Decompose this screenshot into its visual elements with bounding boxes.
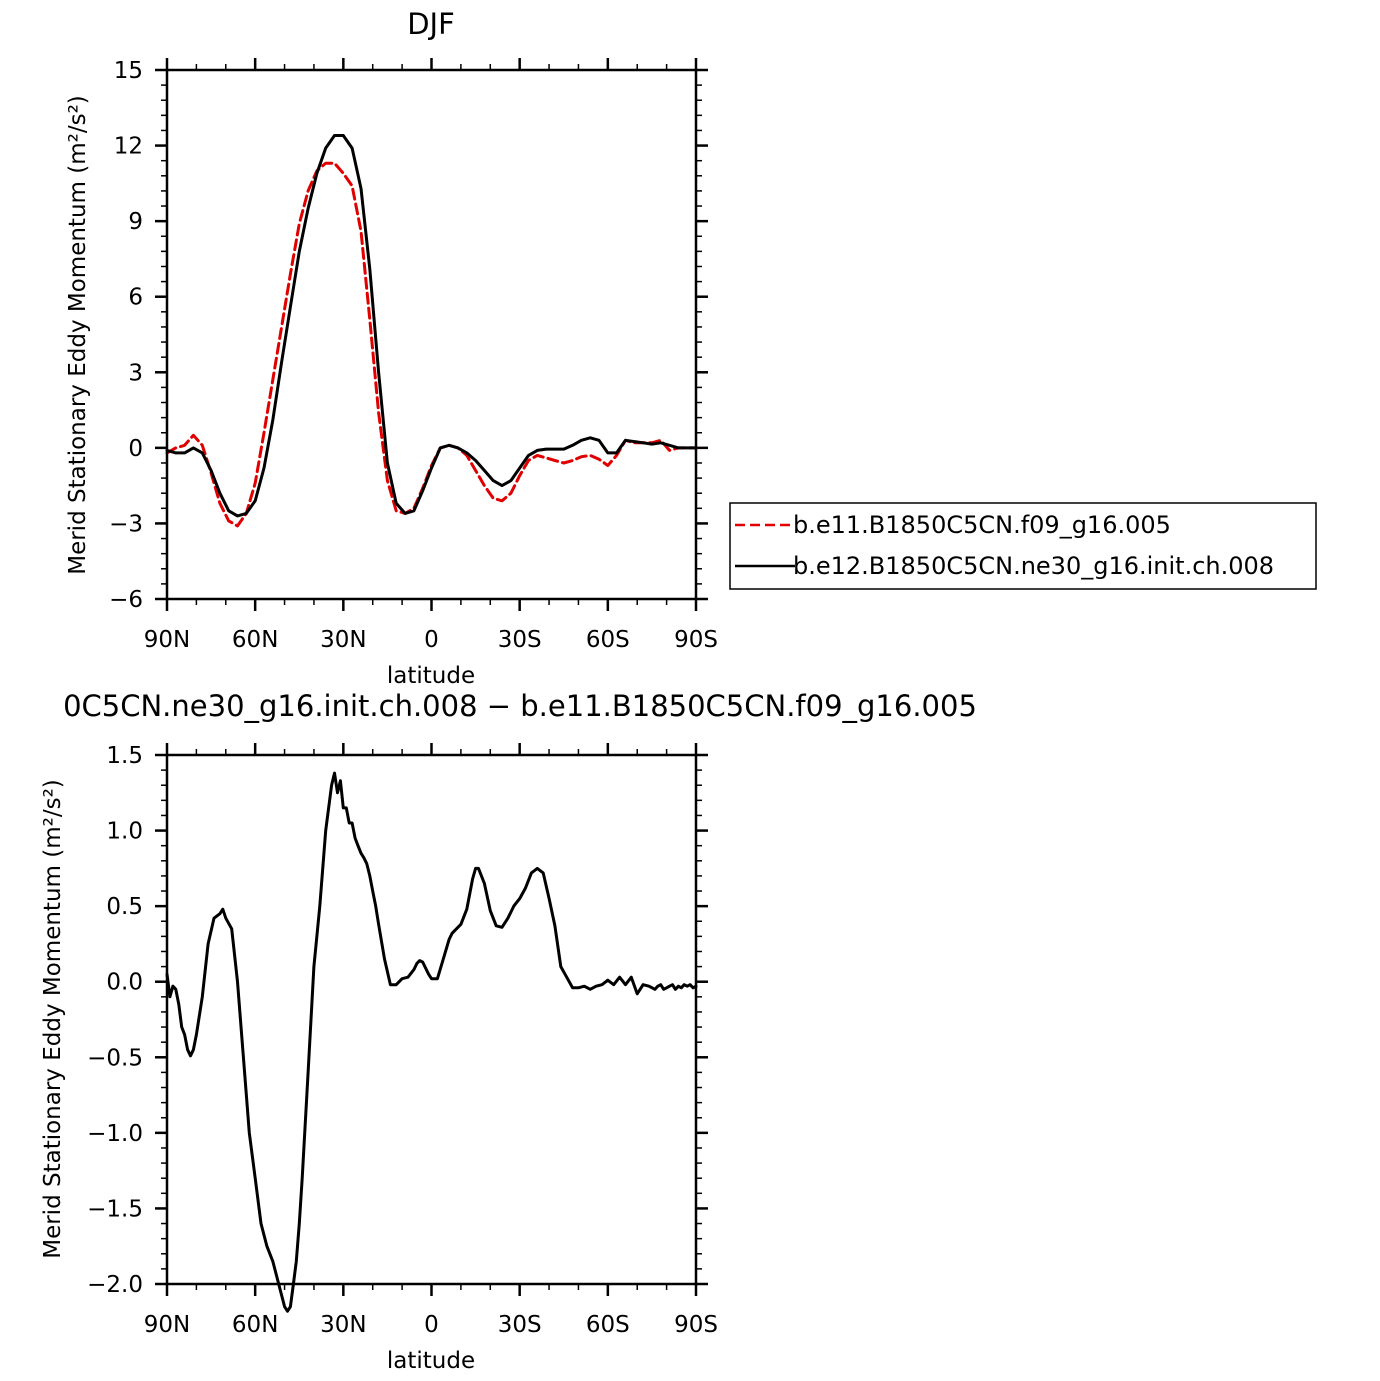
chart-title: DJF xyxy=(407,7,455,41)
x-tick-label: 60N xyxy=(232,627,278,653)
legend-label: b.e11.B1850C5CN.f09_g16.005 xyxy=(793,511,1171,539)
x-tick-label: 60N xyxy=(232,1312,278,1338)
x-tick-label: 60S xyxy=(586,1312,630,1338)
x-tick-label: 90S xyxy=(674,627,718,653)
x-tick-labels: 90N 60N 30N 0 30S 60S 90S xyxy=(144,1312,718,1338)
y-tick-label: −1.5 xyxy=(87,1196,143,1222)
tick-marks xyxy=(155,58,708,611)
y-tick-label: 1.5 xyxy=(106,743,143,769)
x-tick-label: 90N xyxy=(144,627,190,653)
series-line xyxy=(165,771,698,1313)
series-group xyxy=(165,771,698,1313)
y-tick-label: −0.5 xyxy=(87,1045,143,1071)
x-tick-label: 60S xyxy=(586,627,630,653)
x-tick-label: 30N xyxy=(320,627,366,653)
y-axis-title: Merid Stationary Eddy Momentum (m²/s²) xyxy=(40,779,66,1259)
y-tick-label: −3 xyxy=(109,511,143,537)
series-group xyxy=(165,134,698,528)
series-line xyxy=(165,134,698,518)
x-tick-label: 0 xyxy=(424,1312,439,1338)
x-tick-labels: 90N 60N 30N 0 30S 60S 90S xyxy=(144,627,718,653)
x-axis-title: latitude xyxy=(387,663,475,689)
legend-label: b.e12.B1850C5CN.ne30_g16.init.ch.008 xyxy=(793,552,1274,580)
y-tick-label: 6 xyxy=(128,285,143,311)
legend: b.e11.B1850C5CN.f09_g16.005 b.e12.B1850C… xyxy=(729,502,1317,590)
y-tick-label: 3 xyxy=(128,360,143,386)
y-tick-label: −2.0 xyxy=(87,1272,143,1298)
legend-box xyxy=(729,502,1317,590)
x-axis-title: latitude xyxy=(387,1348,475,1374)
y-tick-label: 9 xyxy=(128,209,143,235)
y-axis-title: Merid Stationary Eddy Momentum (m²/s²) xyxy=(65,95,91,575)
y-tick-label: −1.0 xyxy=(87,1121,143,1147)
x-tick-label: 90N xyxy=(144,1312,190,1338)
panel-difference: 0C5CN.ne30_g16.init.ch.008 − b.e11.B1850… xyxy=(40,689,977,1374)
x-tick-label: 90S xyxy=(674,1312,718,1338)
y-tick-labels: −2.0 −1.5 −1.0 −0.5 0.0 0.5 1.0 1.5 xyxy=(87,743,143,1298)
x-tick-label: 30N xyxy=(320,1312,366,1338)
chart-title: 0C5CN.ne30_g16.init.ch.008 − b.e11.B1850… xyxy=(63,689,977,723)
panel-djf: DJF Merid Stationary Eddy Momentum (m²/s… xyxy=(65,7,718,689)
y-tick-label: 0.5 xyxy=(106,894,143,920)
y-tick-labels: −6 −3 0 3 6 9 12 15 xyxy=(109,58,143,613)
x-tick-label: 30S xyxy=(498,1312,542,1338)
x-tick-label: 30S xyxy=(498,627,542,653)
y-tick-label: 1.0 xyxy=(106,819,143,845)
y-tick-label: 0.0 xyxy=(106,970,143,996)
y-tick-label: −6 xyxy=(109,587,143,613)
y-tick-label: 12 xyxy=(114,134,143,160)
y-tick-label: 15 xyxy=(114,58,143,84)
plot-frame xyxy=(165,68,698,601)
y-tick-label: 0 xyxy=(128,436,143,462)
plot-frame xyxy=(165,753,698,1286)
tick-marks xyxy=(155,743,708,1296)
x-tick-label: 0 xyxy=(424,627,439,653)
